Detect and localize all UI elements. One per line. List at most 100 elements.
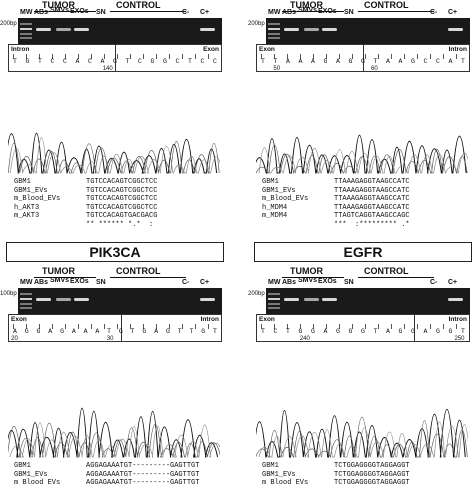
alignment-sample-name: GBM1: [262, 462, 279, 470]
base-call: C: [175, 58, 180, 65]
gel-band: [56, 28, 71, 31]
alignment-sequence: TGTCCACAGTCGGCTCC: [86, 195, 158, 204]
base-call: A: [311, 58, 315, 65]
ladder-band: [268, 303, 280, 305]
base-call: G: [311, 328, 315, 335]
position-label: 50: [273, 66, 281, 72]
gel-band: [304, 298, 319, 301]
trace-line: [256, 135, 467, 174]
alignment-sample-name: GBM1: [14, 462, 31, 470]
base-call: T: [13, 58, 17, 65]
base-call: C: [436, 58, 440, 65]
control-label: CONTROL: [116, 0, 161, 10]
base-call: A: [154, 328, 159, 335]
region-left-label: Intron: [11, 46, 30, 53]
alignment-row: GBM1_EVs AGGAGAAATGT---------GAGTTGT: [14, 471, 199, 480]
base-call: T: [261, 328, 265, 335]
base-call: G: [25, 58, 30, 65]
base-call: A: [13, 328, 17, 335]
ladder-band: [268, 298, 280, 300]
base-call: A: [323, 328, 328, 335]
base-call: A: [336, 58, 340, 65]
sequence-trace-box: Intron Exon T G T C C A C A G T C G G C T C C 140: [8, 44, 222, 72]
chromatogram: [8, 407, 220, 458]
ladder-band: [20, 303, 32, 305]
alignment-sample-name: h_AKT3: [14, 203, 40, 212]
alignment-sequence: TGTCCACAGTCGGCTCC: [86, 203, 158, 212]
base-call: G: [113, 58, 117, 65]
tumor-label: TUMOR: [290, 0, 323, 10]
tumor-label: TUMOR: [290, 266, 323, 276]
base-call: A: [83, 328, 88, 335]
tumor-bracket: [282, 277, 344, 278]
base-call: T: [177, 328, 182, 335]
ladder-bp-label: 100bp: [0, 291, 17, 297]
control-bracket: [358, 277, 434, 278]
control-label: CONTROL: [364, 0, 409, 10]
position-label: 240: [299, 336, 310, 342]
base-call: T: [125, 58, 130, 65]
gel-band: [200, 298, 215, 301]
ladder-band: [268, 293, 280, 295]
base-call: C: [88, 58, 92, 65]
base-call: G: [411, 328, 415, 335]
lane-exos: EXOs: [70, 278, 89, 285]
lane-cpos: C+: [448, 9, 458, 16]
ladder-band: [268, 33, 280, 35]
base-call: G: [411, 58, 415, 65]
control-bracket: [358, 11, 434, 12]
base-call: A: [398, 58, 403, 65]
gel-image: [18, 18, 222, 44]
lane-smvs: SMVs: [50, 277, 70, 284]
lane-smvs: SMVs: [50, 7, 70, 14]
base-call: A: [71, 328, 76, 335]
alignment-sequence: AGGAGAAATGT---------GAGTTGT: [86, 479, 200, 488]
gel-band: [448, 298, 463, 301]
gel-image: [18, 288, 222, 314]
trace-line: [256, 408, 466, 458]
alignment-sequence: *** :********* .*: [334, 220, 410, 229]
base-call: G: [163, 58, 167, 65]
base-call: G: [165, 328, 170, 335]
alignment-row: GBM1 AGGAGAAATGT---------GAGTTGT: [14, 462, 199, 471]
position-label: 60: [371, 66, 378, 72]
control-label: CONTROL: [116, 266, 161, 276]
alignment-row: m_Blood_EVs TGTCCACAGTCGGCTCC: [14, 195, 157, 204]
ladder-band: [20, 37, 32, 39]
base-call: C: [50, 58, 55, 65]
gel-band: [200, 28, 215, 31]
alignment-row: GBM1 TTAAAGAGGTAAGCCATC: [262, 178, 410, 187]
alignment-row: *** :********* .*: [262, 221, 410, 230]
ladder-band: [268, 37, 280, 39]
lane-cpos: C+: [200, 279, 210, 286]
base-call: C: [200, 58, 205, 65]
gene-title: PIK3CA: [6, 242, 224, 262]
alignment-row: GBM1 TCTGGAGGGGTAGGAGGT: [262, 462, 410, 471]
lane-mw: MW: [268, 279, 281, 286]
region-right-label: Intron: [200, 316, 219, 323]
lane-abs: ABs: [282, 9, 297, 16]
base-call: G: [361, 58, 365, 65]
base-call: A: [448, 58, 453, 65]
lane-abs: ABs: [34, 279, 49, 286]
lane-smvs: SMVs: [298, 7, 318, 14]
lane-cneg: C-: [430, 279, 438, 286]
lane-sn: SN: [96, 279, 106, 286]
alignment-sequence: AGGAGAAATGT---------GAGTTGT: [86, 462, 200, 470]
base-call: T: [373, 58, 378, 65]
ladder-band: [20, 298, 32, 300]
base-call: C: [138, 58, 142, 65]
alignment-sequence: TTAAAGAGGTAAGCCATC: [334, 178, 410, 186]
base-ticks: [13, 324, 217, 329]
base-call: A: [386, 58, 390, 65]
base-call: G: [398, 328, 403, 335]
alignment-row: m_Blood_EVs TTAAAGAGGTAAGCCATC: [262, 195, 410, 204]
tumor-bracket: [282, 11, 344, 12]
ladder-bp-label: 200bp: [0, 21, 17, 27]
alignment-sequence: TCTGGAGGGGTAGGAGGT: [334, 479, 410, 488]
trace-line: [9, 137, 220, 174]
gel-band: [74, 298, 89, 301]
base-call: G: [201, 328, 206, 335]
gel-band: [284, 298, 299, 301]
